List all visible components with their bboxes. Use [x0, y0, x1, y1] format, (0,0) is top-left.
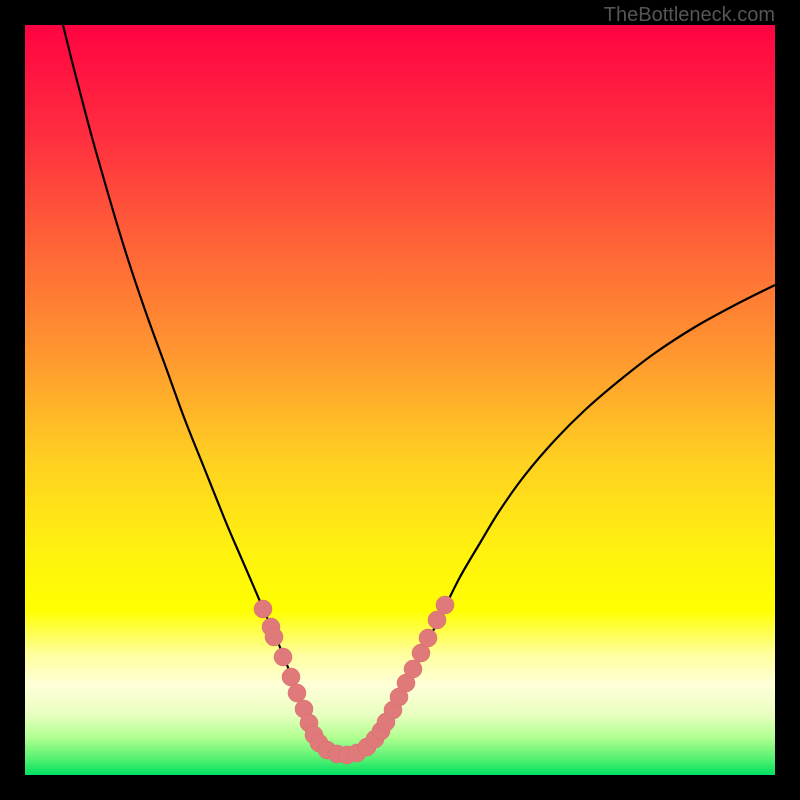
scatter-point: [254, 600, 272, 618]
scatter-point: [404, 660, 422, 678]
scatter-point: [265, 628, 283, 646]
curve-layer: [25, 25, 775, 775]
scatter-point: [274, 648, 292, 666]
plot-area: [25, 25, 775, 775]
scatter-points: [254, 596, 454, 764]
scatter-point: [282, 668, 300, 686]
scatter-point: [419, 629, 437, 647]
watermark-text: TheBottleneck.com: [604, 4, 775, 27]
scatter-point: [436, 596, 454, 614]
chart-container: TheBottleneck.com: [0, 0, 800, 800]
scatter-point: [288, 684, 306, 702]
